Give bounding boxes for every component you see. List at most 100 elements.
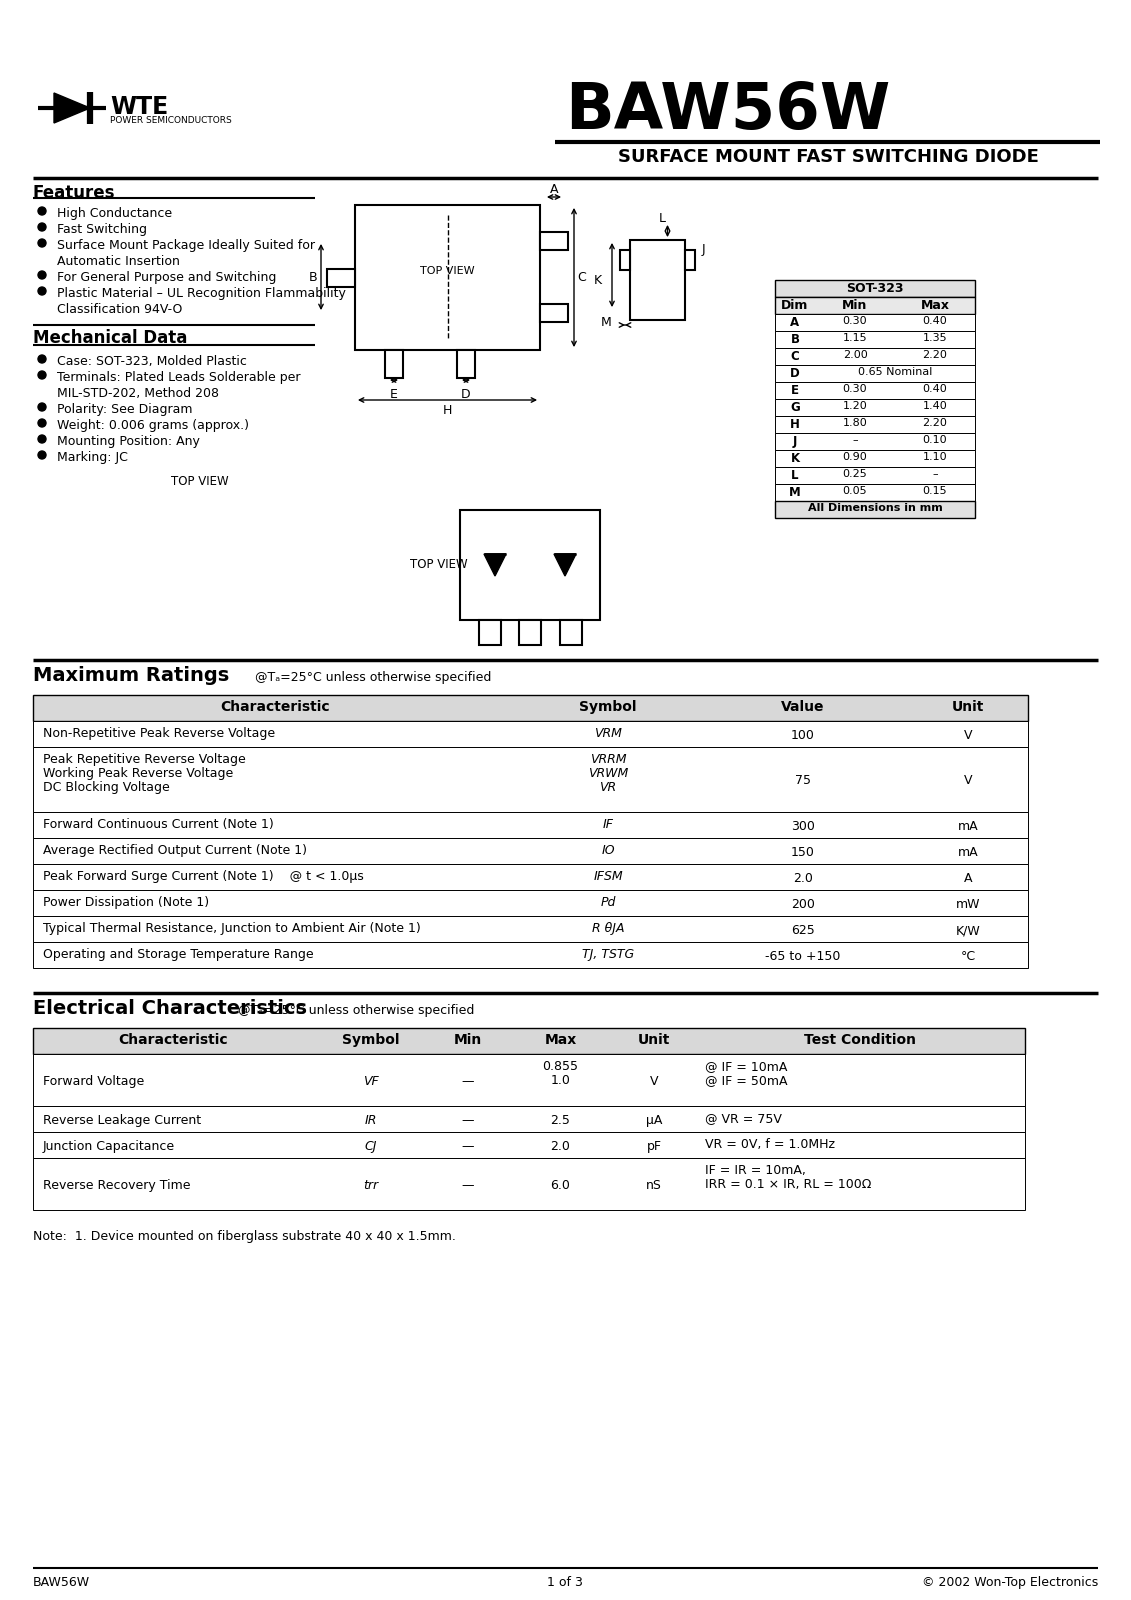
Text: Operating and Storage Temperature Range: Operating and Storage Temperature Range — [43, 947, 313, 962]
Bar — [460, 510, 601, 619]
Bar — [33, 838, 1028, 864]
Bar — [775, 331, 975, 349]
Text: 2.0: 2.0 — [551, 1139, 570, 1154]
Text: 2.20: 2.20 — [923, 350, 948, 360]
Bar — [33, 890, 1028, 915]
Text: -65 to +150: -65 to +150 — [766, 950, 840, 963]
Bar — [775, 501, 975, 518]
Bar — [33, 1133, 1025, 1158]
Text: Non-Repetitive Peak Reverse Voltage: Non-Repetitive Peak Reverse Voltage — [43, 726, 275, 739]
Circle shape — [38, 286, 46, 294]
Text: High Conductance: High Conductance — [57, 206, 172, 219]
Bar — [385, 350, 403, 378]
Text: Unit: Unit — [952, 701, 984, 714]
Text: @Tₐ=25°C unless otherwise specified: @Tₐ=25°C unless otherwise specified — [254, 670, 491, 685]
Bar — [457, 350, 475, 378]
Text: 1.40: 1.40 — [923, 402, 948, 411]
Bar — [775, 416, 975, 434]
Text: V: V — [964, 774, 973, 787]
Text: Polarity: See Diagram: Polarity: See Diagram — [57, 403, 192, 416]
Text: VF: VF — [363, 1075, 379, 1088]
Text: D: D — [791, 366, 800, 379]
Text: Features: Features — [33, 184, 115, 202]
Circle shape — [38, 419, 46, 427]
Text: K: K — [791, 451, 800, 466]
Text: Electrical Characteristics: Electrical Characteristics — [33, 998, 307, 1018]
Text: © 2002 Won-Top Electronics: © 2002 Won-Top Electronics — [922, 1576, 1098, 1589]
Text: M: M — [601, 315, 612, 328]
Text: 6.0: 6.0 — [551, 1179, 570, 1192]
Text: V: V — [649, 1075, 658, 1088]
Text: Forward Continuous Current (Note 1): Forward Continuous Current (Note 1) — [43, 818, 274, 830]
Text: A: A — [791, 317, 800, 330]
Text: H: H — [791, 418, 800, 430]
Text: Symbol: Symbol — [342, 1034, 399, 1046]
Text: 625: 625 — [791, 925, 814, 938]
Bar — [775, 298, 975, 314]
Circle shape — [38, 206, 46, 214]
Text: 2.20: 2.20 — [923, 418, 948, 427]
Text: Min: Min — [454, 1034, 482, 1046]
Text: TJ, TSTG: TJ, TSTG — [582, 947, 634, 962]
Text: —: — — [461, 1179, 474, 1192]
Bar — [539, 232, 568, 250]
Text: Symbol: Symbol — [579, 701, 637, 714]
Text: Peak Forward Surge Current (Note 1)    @ t < 1.0μs: Peak Forward Surge Current (Note 1) @ t … — [43, 870, 364, 883]
Bar — [355, 205, 539, 350]
Bar — [560, 619, 581, 645]
Text: 0.30: 0.30 — [843, 317, 867, 326]
Text: Peak Repetitive Reverse Voltage: Peak Repetitive Reverse Voltage — [43, 754, 245, 766]
Text: Power Dissipation (Note 1): Power Dissipation (Note 1) — [43, 896, 209, 909]
Polygon shape — [554, 554, 576, 576]
Text: Unit: Unit — [638, 1034, 671, 1046]
Text: Characteristic: Characteristic — [118, 1034, 227, 1046]
Text: VRWM: VRWM — [588, 766, 628, 781]
Text: IF = IR = 10mA,: IF = IR = 10mA, — [705, 1165, 806, 1178]
Text: mA: mA — [958, 819, 978, 834]
Bar — [630, 240, 685, 320]
Text: Weight: 0.006 grams (approx.): Weight: 0.006 grams (approx.) — [57, 419, 249, 432]
Text: Reverse Recovery Time: Reverse Recovery Time — [43, 1179, 190, 1192]
Text: VRM: VRM — [594, 726, 622, 739]
Text: 1.80: 1.80 — [843, 418, 867, 427]
Text: Case: SOT-323, Molded Plastic: Case: SOT-323, Molded Plastic — [57, 355, 247, 368]
Bar — [775, 314, 975, 331]
Bar — [478, 619, 501, 645]
Text: H: H — [443, 403, 452, 418]
Text: K/W: K/W — [956, 925, 981, 938]
Text: M: M — [789, 486, 801, 499]
Text: All Dimensions in mm: All Dimensions in mm — [808, 502, 942, 514]
Text: A: A — [550, 182, 559, 195]
Text: Automatic Insertion: Automatic Insertion — [57, 254, 180, 267]
Bar — [33, 722, 1028, 747]
Text: Mounting Position: Any: Mounting Position: Any — [57, 435, 200, 448]
Bar — [685, 250, 696, 270]
Text: TOP VIEW: TOP VIEW — [411, 558, 467, 571]
Polygon shape — [54, 93, 90, 123]
Text: trr: trr — [363, 1179, 378, 1192]
Text: Dim: Dim — [782, 299, 809, 312]
Text: 1.35: 1.35 — [923, 333, 948, 342]
Text: 0.15: 0.15 — [923, 486, 948, 496]
Text: Classification 94V-O: Classification 94V-O — [57, 302, 182, 317]
Bar — [33, 747, 1028, 813]
Text: J: J — [793, 435, 797, 448]
Text: BAW56W: BAW56W — [566, 80, 890, 142]
Text: Junction Capacitance: Junction Capacitance — [43, 1139, 175, 1154]
Text: POWER SEMICONDUCTORS: POWER SEMICONDUCTORS — [110, 117, 232, 125]
Bar — [775, 382, 975, 398]
Bar — [33, 864, 1028, 890]
Circle shape — [38, 270, 46, 278]
Bar — [33, 915, 1028, 942]
Bar — [775, 467, 975, 483]
Text: L: L — [792, 469, 798, 482]
Text: BAW56W: BAW56W — [33, 1576, 90, 1589]
Text: mW: mW — [956, 898, 981, 910]
Text: Surface Mount Package Ideally Suited for: Surface Mount Package Ideally Suited for — [57, 238, 316, 251]
Polygon shape — [484, 554, 506, 576]
Text: MIL-STD-202, Method 208: MIL-STD-202, Method 208 — [57, 387, 219, 400]
Bar — [33, 1054, 1025, 1106]
Text: E: E — [390, 387, 398, 402]
Text: 1 of 3: 1 of 3 — [547, 1576, 582, 1589]
Text: 100: 100 — [791, 730, 815, 742]
